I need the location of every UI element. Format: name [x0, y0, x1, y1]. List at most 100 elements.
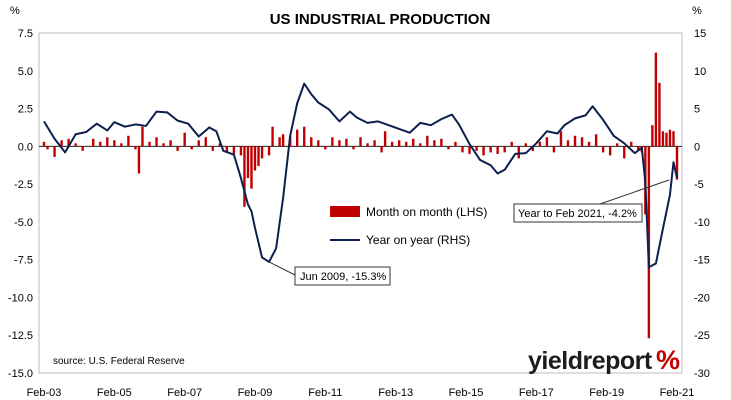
- mom-bar: [538, 141, 542, 147]
- mom-bar: [113, 140, 116, 147]
- mom-bar: [345, 138, 348, 147]
- mom-bar: [271, 126, 274, 147]
- mom-bar: [608, 146, 612, 156]
- mom-bar: [204, 137, 207, 147]
- mom-bar: [190, 146, 193, 150]
- mom-bar: [475, 146, 478, 151]
- mom-bar: [503, 146, 506, 153]
- x-tick-label: Feb-13: [378, 387, 413, 399]
- mom-bar: [278, 137, 281, 147]
- mom-bar: [257, 146, 260, 166]
- mom-bar: [412, 138, 415, 147]
- left-tick-label: -10.0: [8, 292, 33, 304]
- callout-feb2021-leader: [599, 179, 670, 205]
- plot-area: [38, 32, 683, 374]
- mom-bar: [510, 141, 513, 147]
- mom-bar: [253, 146, 257, 171]
- mom-bar: [489, 146, 492, 153]
- mom-bar: [141, 126, 144, 147]
- mom-bar: [580, 137, 584, 147]
- mom-bar: [60, 140, 63, 147]
- right-tick-label: 5: [694, 104, 700, 116]
- left-tick-label: 2.5: [18, 104, 33, 116]
- mom-bar: [359, 137, 362, 147]
- mom-bar: [383, 131, 387, 147]
- mom-bar: [496, 146, 499, 154]
- mom-bar: [134, 146, 137, 150]
- right-tick-label: -20: [694, 292, 710, 304]
- x-tick-label: Feb-19: [589, 387, 624, 399]
- x-tick-label: Feb-07: [167, 387, 202, 399]
- mom-bar: [440, 138, 443, 147]
- mom-bar: [324, 146, 327, 150]
- x-tick-label: Feb-09: [238, 387, 273, 399]
- mom-bar: [623, 146, 626, 159]
- right-tick-label: -10: [694, 217, 710, 229]
- mom-bar: [211, 146, 214, 151]
- mom-bar: [197, 140, 200, 147]
- mom-bar: [232, 146, 236, 154]
- mom-bar: [373, 140, 376, 147]
- left-tick-label: -12.5: [8, 330, 33, 342]
- mom-bar: [559, 131, 563, 147]
- mom-bar: [169, 140, 172, 147]
- x-tick-label: Feb-17: [519, 387, 554, 399]
- mom-bar: [243, 146, 246, 207]
- mom-bar: [447, 146, 450, 150]
- right-tick-label: 15: [694, 28, 706, 40]
- x-axis-ticks: Feb-03 Feb-05 Feb-07 Feb-09 Feb-11 Feb-13 Feb-…: [27, 387, 695, 399]
- callout-jun2009-text: Jun 2009, -15.3%: [300, 271, 386, 283]
- callout-feb2021-box: [513, 203, 643, 223]
- mom-bar: [390, 141, 394, 147]
- right-tick-label: -30: [694, 368, 710, 380]
- mom-bar: [352, 146, 355, 150]
- callout-jun2009-box: [294, 266, 391, 286]
- mom-bar: [120, 143, 123, 147]
- mom-bar: [303, 126, 306, 147]
- mom-bar: [137, 146, 141, 174]
- left-tick-label: 0.0: [18, 141, 33, 153]
- mom-bar: [310, 137, 313, 147]
- mom-bar: [573, 135, 577, 147]
- source-note: source: U.S. Federal Reserve: [53, 356, 185, 367]
- mom-bar: [239, 146, 243, 156]
- left-axis-ticks: 7.5 5.0 2.5 0.0 -2.5 -5.0 -7.5 -10.0 -12.5 -15.0: [8, 28, 33, 380]
- mom-bar: [405, 141, 408, 147]
- mom-bar: [630, 141, 633, 147]
- year-on-year-line: [43, 82, 678, 269]
- mom-bar: [331, 137, 334, 147]
- right-axis-unit: %: [692, 5, 702, 17]
- right-tick-label: 10: [694, 66, 706, 78]
- mom-bar: [658, 82, 661, 147]
- mom-bar: [675, 146, 679, 180]
- mom-bar: [225, 146, 229, 153]
- mom-bar: [380, 146, 383, 153]
- mom-bar: [296, 129, 299, 147]
- left-tick-label: -5.0: [14, 217, 33, 229]
- mom-bar: [246, 146, 250, 179]
- mom-bar: [218, 143, 222, 147]
- mom-bar: [250, 146, 253, 189]
- mom-bar: [46, 146, 49, 150]
- logo-wordmark: yieldreport: [528, 347, 653, 375]
- mom-bar: [601, 146, 605, 153]
- mom-bar: [531, 146, 535, 151]
- mom-bar: [338, 140, 341, 147]
- right-tick-label: -5: [694, 179, 704, 191]
- mom-bar: [672, 131, 675, 147]
- mom-bar: [366, 143, 369, 147]
- mom-bar: [67, 138, 70, 147]
- mom-bar: [74, 143, 77, 147]
- mom-bar: [183, 132, 186, 147]
- left-axis-unit: %: [10, 5, 20, 17]
- mom-bar: [454, 141, 457, 147]
- right-tick-label: -15: [694, 255, 710, 267]
- left-tick-label: 7.5: [18, 28, 33, 40]
- mom-bar: [654, 52, 658, 147]
- callout-feb2021-text: Year to Feb 2021, -4.2%: [518, 208, 637, 220]
- legend-swatch-mom: [330, 206, 360, 217]
- x-tick-label: Feb-05: [97, 387, 132, 399]
- mom-bar: [517, 146, 520, 159]
- mom-bar: [317, 140, 320, 147]
